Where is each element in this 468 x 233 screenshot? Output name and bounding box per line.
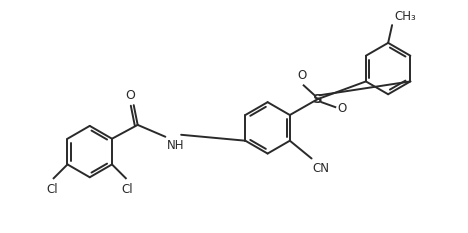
Text: Cl: Cl [121,183,132,196]
Text: NH: NH [168,139,185,152]
Text: O: O [125,89,135,102]
Text: S: S [313,93,322,106]
Text: Cl: Cl [47,183,58,196]
Text: CH₃: CH₃ [394,10,416,23]
Text: O: O [337,102,346,115]
Text: CN: CN [313,162,329,175]
Text: O: O [297,69,307,82]
